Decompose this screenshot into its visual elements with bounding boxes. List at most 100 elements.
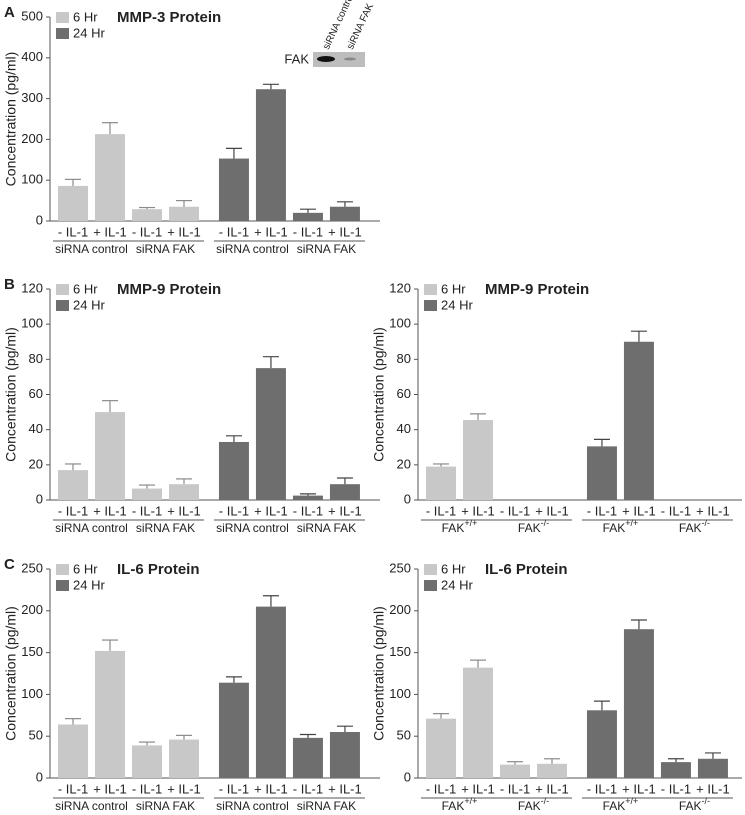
y-axis-label: Concentration (pg/ml) xyxy=(371,606,387,741)
bar xyxy=(95,650,125,778)
bar xyxy=(218,441,249,500)
y-axis-label: Concentration (pg/ml) xyxy=(371,327,387,462)
x-tick-label: - IL-1 xyxy=(293,503,323,518)
y-tick-label: 100 xyxy=(389,316,411,331)
bar xyxy=(169,739,199,778)
error-bar xyxy=(299,733,316,738)
error-bar xyxy=(102,122,118,135)
group-label-text: FAK xyxy=(603,799,626,813)
y-tick-label: 100 xyxy=(389,686,411,701)
group-label: siRNA control xyxy=(55,242,128,256)
x-tick-label: - IL-1 xyxy=(426,781,456,796)
y-tick-label: 0 xyxy=(36,491,43,506)
x-tick-label: - IL-1 xyxy=(587,503,617,518)
bar xyxy=(537,763,567,778)
x-tick-label: + IL-1 xyxy=(328,224,362,239)
group-label-sup: -/- xyxy=(541,518,550,528)
error-bar xyxy=(299,493,316,496)
group-label: FAK-/- xyxy=(518,518,549,535)
error-bar xyxy=(176,734,192,740)
group-label: siRNA FAK xyxy=(297,242,356,256)
bar xyxy=(697,758,728,778)
error-bar xyxy=(630,330,647,342)
y-tick-label: 120 xyxy=(21,280,43,295)
x-tick-label: - IL-1 xyxy=(132,503,162,518)
blot-band xyxy=(317,56,335,62)
bar xyxy=(132,488,162,500)
x-tick-label: + IL-1 xyxy=(535,781,569,796)
bar xyxy=(623,341,654,500)
x-tick-label: + IL-1 xyxy=(696,781,730,796)
error-bar xyxy=(139,741,155,746)
error-bar xyxy=(262,356,279,369)
group-label: siRNA control xyxy=(216,242,289,256)
chart-title: MMP-9 Protein xyxy=(117,281,221,298)
error-bar xyxy=(704,752,721,759)
y-tick-label: 150 xyxy=(21,644,43,659)
blot xyxy=(313,52,365,67)
x-tick-label: - IL-1 xyxy=(500,781,530,796)
group-label-sup: +/+ xyxy=(464,518,477,528)
bar xyxy=(463,667,493,778)
y-tick-label: 40 xyxy=(29,421,43,436)
y-tick-label: 0 xyxy=(36,212,43,227)
group-label-sup: -/- xyxy=(541,796,550,806)
group-label: FAK-/- xyxy=(518,796,549,813)
group-label-text: FAK xyxy=(679,799,702,813)
group-label-text: FAK xyxy=(679,521,702,535)
y-tick-label: 0 xyxy=(404,491,411,506)
bar xyxy=(58,470,88,500)
x-tick-label: + IL-1 xyxy=(328,503,362,518)
group-label-text: FAK xyxy=(518,521,541,535)
legend-label: 6 Hr xyxy=(73,9,98,24)
y-tick-label: 120 xyxy=(389,280,411,295)
group-label: FAK+/+ xyxy=(603,518,639,535)
error-bar xyxy=(470,659,486,668)
chart-title: MMP-9 Protein xyxy=(485,281,589,298)
bar xyxy=(329,206,360,221)
group-label: FAK-/- xyxy=(679,796,710,813)
y-tick-label: 250 xyxy=(21,560,43,575)
bar xyxy=(95,134,125,221)
bar xyxy=(500,764,530,778)
x-tick-label: + IL-1 xyxy=(535,503,569,518)
group-label-text: FAK xyxy=(518,799,541,813)
group-label: FAK+/+ xyxy=(442,796,478,813)
bar xyxy=(292,737,323,778)
group-label: siRNA FAK xyxy=(136,521,195,535)
bar xyxy=(623,629,654,778)
blot-band xyxy=(344,57,356,61)
bar xyxy=(218,682,249,778)
x-tick-label: + IL-1 xyxy=(461,503,495,518)
error-bar xyxy=(65,178,81,186)
legend-label: 6 Hr xyxy=(73,281,98,296)
bar xyxy=(218,158,249,221)
x-tick-label: + IL-1 xyxy=(254,781,288,796)
bar xyxy=(58,185,88,221)
x-tick-label: + IL-1 xyxy=(93,781,127,796)
bar xyxy=(169,206,199,221)
legend-label: 24 Hr xyxy=(73,297,105,312)
y-tick-label: 0 xyxy=(36,769,43,784)
group-label: FAK-/- xyxy=(679,518,710,535)
y-tick-label: 500 xyxy=(21,8,43,23)
x-tick-label: - IL-1 xyxy=(426,503,456,518)
y-tick-label: 300 xyxy=(21,90,43,105)
group-label-sup: +/+ xyxy=(625,796,638,806)
x-tick-label: + IL-1 xyxy=(696,503,730,518)
y-tick-label: 200 xyxy=(21,131,43,146)
group-label-text: FAK xyxy=(442,521,465,535)
bar xyxy=(255,368,286,500)
y-tick-label: 50 xyxy=(29,728,43,743)
group-label: siRNA control xyxy=(55,799,128,813)
error-bar xyxy=(65,718,81,725)
error-bar xyxy=(225,676,242,683)
bar xyxy=(586,710,617,778)
legend-swatch xyxy=(56,580,69,591)
group-label-sup: +/+ xyxy=(625,518,638,528)
error-bar xyxy=(507,761,523,765)
bar xyxy=(329,484,360,500)
error-bar xyxy=(225,435,242,442)
x-tick-label: + IL-1 xyxy=(93,503,127,518)
